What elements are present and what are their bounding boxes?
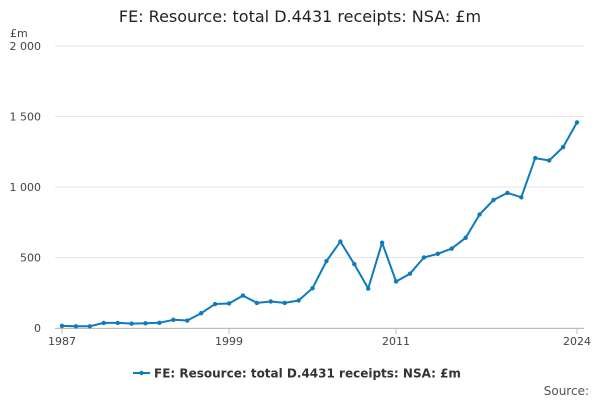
data-point[interactable]	[115, 320, 120, 326]
gridlines	[55, 45, 584, 329]
data-point[interactable]	[310, 286, 315, 291]
data-point[interactable]	[574, 120, 580, 125]
data-point[interactable]	[282, 300, 287, 306]
x-tick-label: 1987	[48, 335, 76, 348]
data-point[interactable]	[352, 261, 357, 267]
source-label: Source:	[544, 384, 589, 398]
data-point[interactable]	[73, 324, 79, 329]
y-axis-unit: £m	[10, 27, 28, 40]
data-point[interactable]	[212, 301, 218, 307]
data-point[interactable]	[324, 258, 329, 264]
data-point[interactable]	[546, 158, 552, 163]
x-axis: 1987 1999 2011 2024	[48, 328, 591, 348]
data-point[interactable]	[129, 321, 134, 326]
x-tick-label: 2011	[382, 335, 410, 348]
data-point[interactable]	[519, 195, 524, 200]
data-point[interactable]	[338, 239, 343, 244]
data-point[interactable]	[185, 318, 190, 323]
legend-marker-icon	[139, 370, 144, 376]
data-point[interactable]	[366, 286, 371, 291]
y-tick-label: 2 000	[10, 40, 42, 53]
data-point[interactable]	[87, 324, 93, 329]
series-group	[59, 120, 580, 329]
data-point[interactable]	[171, 317, 176, 323]
data-point[interactable]	[435, 251, 441, 257]
data-point[interactable]	[240, 293, 246, 298]
data-point[interactable]	[560, 144, 566, 150]
data-point[interactable]	[533, 155, 538, 161]
data-point[interactable]	[421, 255, 427, 260]
y-tick-label: 1 000	[10, 181, 42, 194]
data-point[interactable]	[101, 320, 106, 326]
y-axis-ticks: 0 500 1 000 1 500 2 000	[10, 40, 42, 335]
data-point[interactable]	[268, 299, 273, 304]
data-point[interactable]	[491, 197, 496, 203]
data-point[interactable]	[59, 323, 65, 329]
chart-title: FE: Resource: total D.4431 receipts: NSA…	[119, 7, 481, 26]
data-point[interactable]	[449, 246, 454, 251]
x-tick-label: 2024	[563, 335, 591, 348]
data-point[interactable]	[463, 235, 468, 240]
y-tick-label: 500	[20, 252, 41, 265]
legend-label: FE: Resource: total D.4431 receipts: NSA…	[154, 367, 461, 381]
data-point[interactable]	[198, 310, 204, 316]
data-point[interactable]	[379, 240, 385, 245]
legend[interactable]: FE: Resource: total D.4431 receipts: NSA…	[133, 367, 461, 381]
x-tick-label: 1999	[215, 335, 243, 348]
y-tick-label: 1 500	[10, 111, 42, 124]
data-point[interactable]	[296, 298, 301, 303]
data-point[interactable]	[505, 190, 510, 196]
data-point[interactable]	[254, 300, 260, 306]
series-line	[61, 121, 578, 328]
data-point[interactable]	[143, 321, 148, 326]
y-tick-label: 0	[34, 322, 41, 335]
data-point[interactable]	[477, 212, 482, 217]
data-point[interactable]	[226, 301, 232, 306]
data-point[interactable]	[157, 320, 162, 325]
data-point[interactable]	[407, 271, 413, 276]
data-point[interactable]	[393, 279, 399, 284]
